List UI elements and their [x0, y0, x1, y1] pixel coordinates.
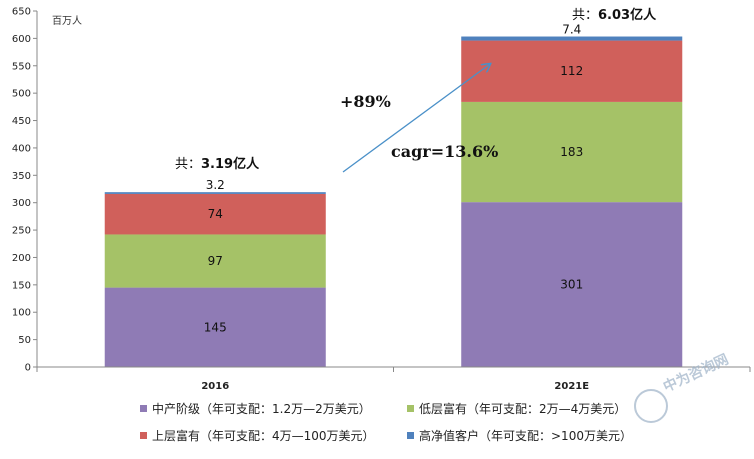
data-label: 145 [204, 320, 227, 334]
bars: 145 97 74 3.2 301 183 112 7.4 [104, 23, 683, 367]
growth-arrow [342, 64, 490, 173]
y-tick-label: 400 [12, 143, 31, 154]
total-prefix-2021e: 共： [572, 8, 598, 23]
legend-swatch [140, 432, 147, 439]
bar-segment [461, 202, 683, 367]
y-tick-label: 150 [12, 280, 31, 291]
data-label: 183 [560, 145, 583, 159]
legend: 中产阶级（年可支配：1.2万—2万美元） 低层富有（年可支配：2万—4万美元） 上层… [140, 401, 632, 443]
total-label-2021e: 共：6.03亿人 [572, 7, 657, 23]
bar-segment [104, 192, 326, 194]
x-axis: 2016 2021E [36, 366, 751, 392]
legend-label: 中产阶级（年可支配：1.2万—2万美元） [152, 401, 371, 416]
y-tick-label: 550 [12, 61, 31, 72]
legend-swatch [407, 432, 414, 439]
legend-swatch [140, 405, 147, 412]
total-label-2016: 共：3.19亿人 [175, 156, 260, 172]
growth-annotation: +89% [340, 92, 391, 111]
y-tick-label: 200 [12, 253, 31, 264]
x-category-label: 2021E [554, 381, 589, 392]
data-label: 301 [560, 278, 583, 292]
bar-segment [461, 36, 683, 41]
x-category-label: 2016 [201, 381, 229, 392]
y-tick-label: 250 [12, 226, 31, 237]
y-tick-label: 650 [12, 7, 31, 18]
bar-segment [104, 193, 326, 235]
bar-segment [461, 40, 683, 102]
total-value-2021e: 6.03亿人 [598, 7, 657, 23]
unit-label: 百万人 [52, 15, 82, 27]
legend-label: 高净值客户（年可支配：>100万美元） [419, 428, 632, 443]
y-tick-label: 500 [12, 89, 31, 100]
data-label: 3.2 [206, 178, 225, 192]
y-tick-label: 450 [12, 116, 31, 127]
bar-segment [104, 234, 326, 288]
bar-segment [104, 287, 326, 367]
legend-label: 上层富有（年可支配：4万—100万美元） [152, 428, 375, 443]
legend-swatch [407, 405, 414, 412]
y-tick-label: 0 [25, 363, 31, 374]
y-tick-label: 300 [12, 198, 31, 209]
y-tick-label: 100 [12, 308, 31, 319]
total-value-2016: 3.19亿人 [201, 156, 260, 172]
data-label: 112 [560, 64, 583, 78]
data-label: 7.4 [562, 23, 581, 37]
legend-label: 低层富有（年可支配：2万—4万美元） [419, 401, 626, 416]
y-tick-label: 600 [12, 34, 31, 45]
y-tick-label: 50 [18, 335, 31, 346]
cagr-annotation: cagr=13.6% [391, 142, 498, 161]
total-prefix-2016: 共： [175, 157, 201, 172]
data-label: 97 [208, 254, 223, 268]
y-axis: 0 50 100 150 200 250 300 350 400 450 500 550 600 650 [12, 7, 38, 374]
bar-segment [461, 101, 683, 203]
data-label: 74 [208, 207, 223, 221]
y-tick-label: 350 [12, 171, 31, 182]
